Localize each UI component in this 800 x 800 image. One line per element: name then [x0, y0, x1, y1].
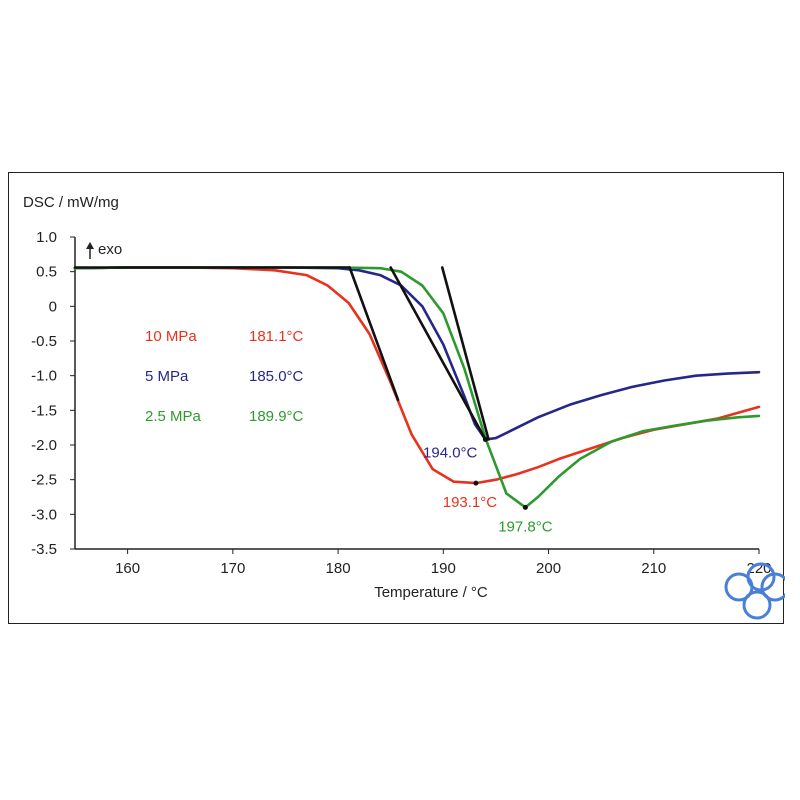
tangent-line-2	[389, 266, 487, 441]
y-tick-label: -0.5	[31, 333, 57, 350]
legend-pressure: 5 MPa	[145, 368, 189, 385]
legend-onset: 181.1°C	[249, 328, 304, 345]
exo-arrowhead-icon	[86, 242, 94, 249]
y-tick-label: -2.0	[31, 437, 57, 454]
legend: 10 MPa 181.1°C 5 MPa 185.0°C 2.5 MPa 189.9°C	[145, 328, 304, 425]
series-group	[73, 266, 761, 509]
logo-ring-left	[724, 572, 754, 602]
peak-label: 194.0°C	[423, 444, 478, 461]
exo-label: exo	[98, 241, 122, 258]
y-axis-title: DSC / mW/mg	[23, 194, 119, 211]
tangent-line-3	[440, 266, 490, 441]
y-tick-label: -1.5	[31, 402, 57, 419]
tangent-line-1	[348, 266, 400, 402]
legend-pressure: 2.5 MPa	[145, 408, 202, 425]
legend-onset: 185.0°C	[249, 368, 304, 385]
y-tick-label: -2.5	[31, 472, 57, 489]
x-tick-label: 160	[115, 560, 140, 577]
y-tick-label: -3.0	[31, 506, 57, 523]
x-tick-label: 180	[326, 560, 351, 577]
y-tick-label: -1.0	[31, 368, 57, 385]
peak-marker	[473, 480, 479, 486]
exo-marker: exo	[86, 241, 122, 259]
logo-ring-bottom	[742, 590, 772, 620]
tangent-lines	[73, 266, 490, 441]
y-tick-label: 0	[49, 298, 57, 315]
dsc-chart: DSC / mW/mg Temperature / °C exo 1.0 0.5 0…	[23, 194, 785, 620]
x-tick-label: 200	[536, 560, 561, 577]
x-tick-label: 170	[220, 560, 245, 577]
y-ticks: 1.0 0.5 0 -0.5 -1.0 -1.5 -2.0 -2.5 -3.0 -3.5	[31, 229, 75, 558]
peak-label: 197.8°C	[498, 518, 553, 535]
x-tick-label: 210	[641, 560, 666, 577]
peak-marker	[482, 436, 488, 442]
peak-label: 193.1°C	[443, 494, 498, 511]
peak-marker	[522, 504, 528, 510]
logo-ring-right	[760, 572, 785, 602]
x-ticks: 160 170 180 190 200 210 220	[115, 549, 772, 577]
legend-pressure: 10 MPa	[145, 328, 197, 345]
y-tick-label: 1.0	[36, 229, 57, 246]
y-tick-label: 0.5	[36, 264, 57, 281]
series-line-2	[73, 266, 761, 509]
x-axis-title: Temperature / °C	[374, 584, 488, 601]
y-tick-label: -3.5	[31, 541, 57, 558]
watermark-logo	[724, 562, 785, 620]
chart-frame: DSC / mW/mg Temperature / °C exo 1.0 0.5 0…	[8, 172, 785, 624]
x-tick-label: 190	[431, 560, 456, 577]
legend-onset: 189.9°C	[249, 408, 304, 425]
